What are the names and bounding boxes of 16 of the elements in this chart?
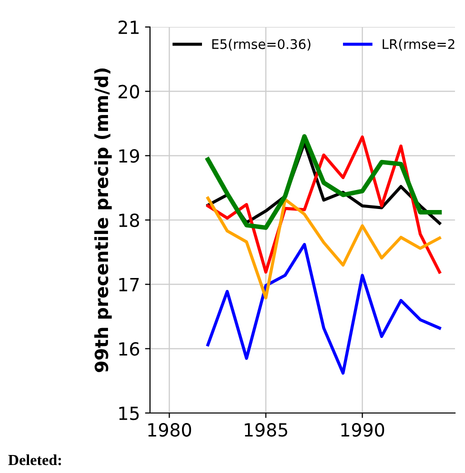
line-series bbox=[206, 242, 442, 375]
y-tick-label: 16 bbox=[119, 342, 140, 356]
legend-label: E5(rmse=0.36) bbox=[212, 38, 310, 51]
text: Deleted: bbox=[8, 454, 61, 466]
y-tick-label: 21 bbox=[118, 20, 139, 34]
y-tick-label: 18 bbox=[119, 213, 140, 228]
y-tick-label: 17 bbox=[119, 278, 139, 292]
y-tick-label: 15 bbox=[119, 406, 139, 420]
legend-label: LR(rmse=2 bbox=[382, 38, 454, 51]
x-tick-label: 1985 bbox=[244, 423, 288, 437]
x-tick-label: 1980 bbox=[148, 423, 192, 437]
y-tick-label: 19 bbox=[119, 149, 140, 163]
line-series bbox=[206, 196, 442, 300]
x-tick-label: 1990 bbox=[341, 423, 384, 437]
y-axis-title: 99th precentile precip (mm/d) bbox=[94, 68, 112, 372]
y-tick-label: 20 bbox=[118, 84, 140, 98]
